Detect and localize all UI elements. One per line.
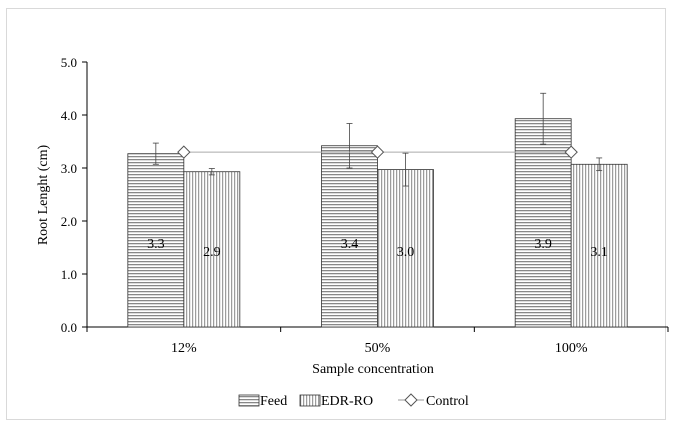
y-tick-label: 2.0 <box>61 214 77 229</box>
legend-control-marker <box>404 393 418 407</box>
legend-label-feed: Feed <box>260 394 287 409</box>
x-axis-label: Sample concentration <box>312 362 434 377</box>
y-tick-label: 5.0 <box>61 55 77 70</box>
x-tick-label: 100% <box>555 341 588 356</box>
legend-label-control: Control <box>426 394 469 409</box>
y-tick-label: 4.0 <box>61 108 77 123</box>
control-marker <box>564 145 578 159</box>
data-label: 2.9 <box>203 245 221 260</box>
legend: Feed EDR-RO Control <box>238 393 469 409</box>
bar-feed <box>514 118 572 328</box>
control-marker <box>370 145 385 159</box>
legend-swatch-feed <box>238 394 260 407</box>
control-marker <box>177 145 191 159</box>
y-tick-label: 3.0 <box>61 161 77 176</box>
bar-feed <box>127 153 185 328</box>
y-tick-label: 1.0 <box>61 267 77 282</box>
control-series <box>177 145 578 159</box>
y-axis-label: Root Lenght (cm) <box>36 145 51 246</box>
bars <box>127 92 628 328</box>
data-label: 3.0 <box>397 245 415 260</box>
data-labels: 3.3 3.4 3.9 2.9 3.0 3.1 <box>147 237 608 260</box>
x-tick-label: 50% <box>365 341 391 356</box>
data-label: 3.1 <box>590 245 608 260</box>
y-tick-label: 0.0 <box>61 320 77 335</box>
bar-feed <box>321 145 378 328</box>
data-label: 3.4 <box>341 237 359 252</box>
data-label: 3.3 <box>147 237 165 252</box>
legend-swatch-edr-ro <box>299 394 321 407</box>
bar-edr-ro <box>183 171 241 328</box>
data-label: 3.9 <box>534 237 552 252</box>
legend-label-edr-ro: EDR-RO <box>321 394 373 409</box>
x-tick-label: 12% <box>171 341 197 356</box>
bar-edr-ro <box>570 163 628 328</box>
